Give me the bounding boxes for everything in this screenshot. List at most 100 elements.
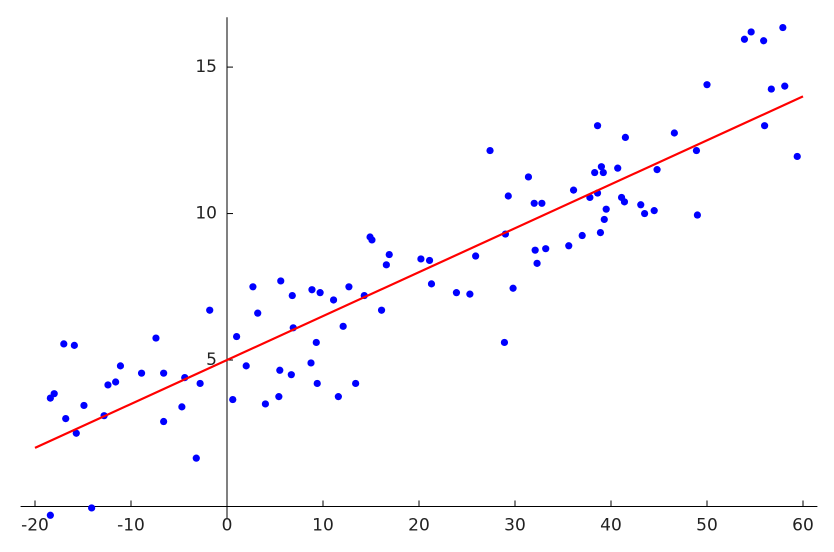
point xyxy=(530,199,538,207)
point xyxy=(233,332,241,341)
y-tick-label: 5 xyxy=(206,350,217,370)
point xyxy=(599,168,607,177)
point xyxy=(565,242,573,250)
point xyxy=(88,504,96,512)
point xyxy=(614,164,622,172)
point xyxy=(80,401,88,410)
point xyxy=(261,400,269,408)
point xyxy=(466,290,474,298)
point xyxy=(242,362,250,370)
point xyxy=(692,146,701,155)
point xyxy=(781,82,789,90)
point xyxy=(385,250,393,259)
point xyxy=(779,23,787,32)
x-tick-label: -20 xyxy=(21,515,49,535)
point xyxy=(316,289,324,297)
point xyxy=(533,259,541,267)
point xyxy=(793,152,801,161)
point xyxy=(531,246,539,254)
point xyxy=(524,173,533,181)
point xyxy=(650,207,658,215)
point xyxy=(472,252,480,260)
point xyxy=(504,192,512,200)
point xyxy=(596,228,605,237)
point xyxy=(620,198,629,206)
point xyxy=(277,277,285,285)
point xyxy=(600,215,608,224)
point xyxy=(104,381,112,389)
point xyxy=(569,186,578,194)
point xyxy=(578,231,586,240)
point xyxy=(368,236,376,244)
x-tick-label: 0 xyxy=(222,515,233,535)
point xyxy=(287,371,295,379)
x-tick-label: 30 xyxy=(504,515,526,535)
point xyxy=(761,122,769,130)
point xyxy=(72,429,80,437)
point xyxy=(60,340,68,348)
point xyxy=(254,309,262,317)
point xyxy=(602,205,610,213)
x-tick-label: 10 xyxy=(312,515,334,535)
point xyxy=(703,81,711,89)
point xyxy=(288,291,296,300)
point xyxy=(313,379,321,388)
point xyxy=(377,306,386,314)
point xyxy=(276,366,284,374)
point xyxy=(509,284,517,292)
point xyxy=(747,28,755,36)
point xyxy=(621,133,630,141)
point xyxy=(500,338,509,347)
point xyxy=(597,163,606,171)
point xyxy=(641,209,649,218)
point xyxy=(538,199,546,207)
x-tick-label: 60 xyxy=(792,515,814,535)
point xyxy=(425,256,434,265)
point xyxy=(593,122,602,130)
point xyxy=(160,369,168,377)
point xyxy=(249,283,257,291)
point xyxy=(178,403,186,411)
y-tick-label: 15 xyxy=(195,57,217,77)
point xyxy=(137,369,146,377)
point xyxy=(542,245,550,253)
fit-line xyxy=(34,95,804,449)
point xyxy=(334,393,342,401)
point xyxy=(152,334,160,342)
point xyxy=(312,338,320,347)
x-tick-label: 50 xyxy=(696,515,718,535)
point xyxy=(116,362,125,370)
point xyxy=(62,415,70,423)
point xyxy=(693,211,702,219)
x-tick-label: 20 xyxy=(408,515,430,535)
x-tick-label: 40 xyxy=(600,515,622,535)
point xyxy=(329,296,338,304)
point xyxy=(160,417,168,426)
x-tick-label: -10 xyxy=(117,515,145,535)
point xyxy=(427,280,436,288)
point xyxy=(50,390,58,398)
point xyxy=(345,283,353,291)
point xyxy=(229,395,237,404)
point xyxy=(740,35,749,43)
point xyxy=(307,359,315,367)
point xyxy=(352,379,360,388)
point xyxy=(591,168,599,177)
point xyxy=(767,85,775,93)
point xyxy=(452,289,461,297)
point xyxy=(760,37,768,45)
point xyxy=(206,306,214,314)
point xyxy=(196,379,204,388)
point xyxy=(46,511,54,519)
point xyxy=(192,454,200,462)
point xyxy=(653,166,661,174)
point xyxy=(637,201,645,209)
point xyxy=(112,378,120,386)
point xyxy=(308,286,316,294)
point xyxy=(275,393,283,401)
point xyxy=(417,255,425,263)
point xyxy=(339,322,347,330)
point xyxy=(486,146,494,155)
y-tick-label: 10 xyxy=(195,204,217,224)
